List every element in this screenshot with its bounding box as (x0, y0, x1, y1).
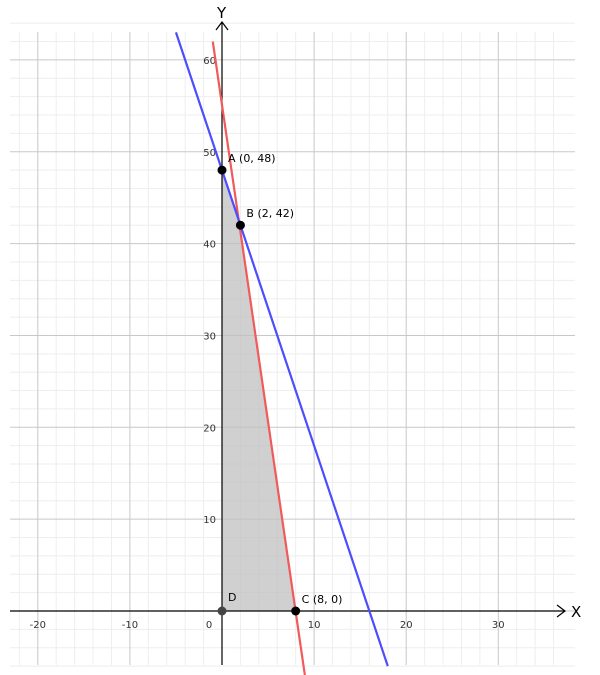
y-tick-label: 20 (203, 423, 216, 434)
feasible-region (222, 170, 296, 611)
vertex-label: A (0, 48) (228, 152, 276, 165)
y-tick-label: 10 (203, 515, 216, 526)
vertex-label: D (228, 591, 236, 604)
vertex-label: C (8, 0) (302, 593, 343, 606)
x-tick-label: 0 (206, 620, 212, 631)
axes: X Y (10, 4, 581, 665)
feasible-region-polygon (222, 170, 296, 611)
y-tick-label: 30 (203, 331, 216, 342)
vertex-point (291, 606, 301, 616)
vertex-point (235, 220, 245, 230)
vertex-points: A (0, 48) B (2, 42) C (8, 0) D (217, 152, 343, 616)
x-tick-label: 10 (308, 620, 321, 631)
vertex-label: B (2, 42) (246, 207, 294, 220)
series-line-blue (174, 31, 389, 667)
x-axis-arrow (556, 604, 566, 618)
x-tick-label: 30 (492, 620, 505, 631)
vertex-point (217, 606, 227, 616)
x-tick-label: -10 (122, 620, 138, 631)
y-axis-label: Y (216, 4, 227, 22)
y-tick-label: 60 (203, 56, 216, 67)
y-tick-label: 40 (203, 240, 216, 251)
vertex-point (217, 165, 227, 175)
tick-labels: -20 -10 0 10 20 30 10 20 30 40 50 60 (30, 56, 505, 631)
y-tick-label: 50 (203, 148, 216, 159)
minor-grid (10, 22, 575, 667)
y-axis-arrow (215, 21, 229, 31)
major-grid (10, 32, 575, 665)
series-line-red (211, 41, 306, 675)
x-tick-label: -20 (30, 620, 46, 631)
x-axis-label: X (571, 603, 581, 621)
constraint-lines (174, 31, 389, 675)
x-tick-label: 20 (400, 620, 413, 631)
